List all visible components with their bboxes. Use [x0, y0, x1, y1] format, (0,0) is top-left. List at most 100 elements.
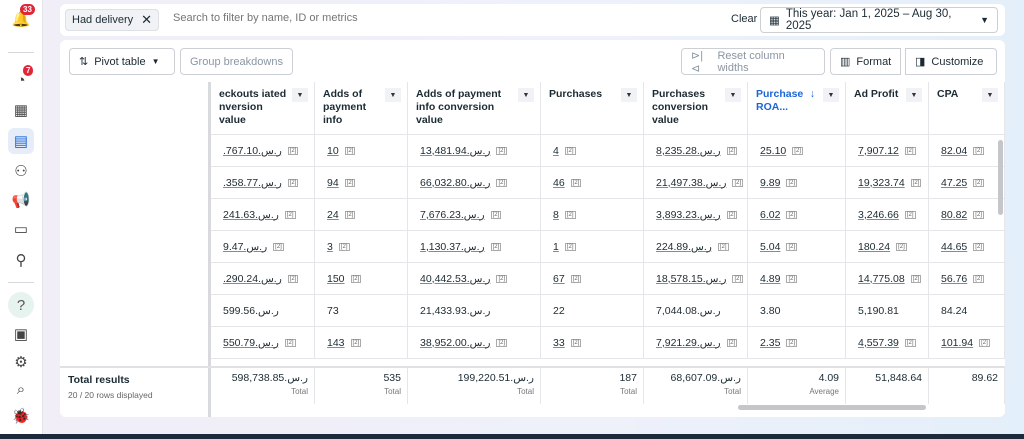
reference-icon[interactable]: [2] — [973, 178, 984, 187]
alerts-icon[interactable]: ◔ 7 — [8, 65, 34, 93]
column-menu-chevron-icon[interactable]: ▼ — [982, 88, 998, 102]
cell-value[interactable]: .767.10.ر.س — [223, 144, 282, 157]
reference-icon[interactable]: [2] — [732, 178, 744, 187]
notifications-icon[interactable]: 🔔 33 — [8, 4, 35, 32]
reference-icon[interactable]: [2] — [786, 242, 798, 251]
network-icon[interactable]: ⚲ — [15, 252, 27, 269]
reference-icon[interactable]: [2] — [717, 242, 729, 251]
cell-value[interactable]: 6.02 — [760, 208, 781, 221]
cell-value[interactable]: 21,497.38.ر.س — [656, 176, 727, 189]
cell-value[interactable]: 4 — [553, 144, 559, 157]
search-input[interactable] — [173, 12, 573, 24]
reference-icon[interactable]: [2] — [570, 274, 582, 283]
reference-icon[interactable]: [2] — [344, 178, 356, 187]
cell-value[interactable]: 5.04 — [760, 240, 781, 253]
cell-value[interactable]: 94 — [327, 176, 339, 189]
reference-icon[interactable]: [2] — [273, 242, 284, 251]
column-header[interactable]: eckouts iated nversion value ▼ — [211, 82, 315, 135]
reference-icon[interactable]: [2] — [284, 338, 296, 347]
reference-icon[interactable]: [2] — [786, 210, 798, 219]
cell-value[interactable]: 1 — [553, 240, 559, 253]
column-menu-chevron-icon[interactable]: ▼ — [385, 88, 401, 102]
cell-value[interactable]: 19,323.74 — [858, 176, 905, 189]
reference-icon[interactable]: [2] — [904, 338, 916, 347]
column-header[interactable]: CPA ▼ — [929, 82, 1005, 135]
sort-arrow-icon[interactable]: ↓ — [809, 88, 815, 100]
reference-icon[interactable]: [2] — [786, 338, 798, 347]
reference-icon[interactable]: [2] — [973, 146, 984, 155]
column-menu-chevron-icon[interactable]: ▼ — [292, 88, 308, 102]
reference-icon[interactable]: [2] — [904, 146, 916, 155]
reference-icon[interactable]: [2] — [496, 178, 508, 187]
cell-value[interactable]: 24 — [327, 208, 339, 221]
audiences-icon[interactable]: ⚇ — [14, 163, 28, 180]
close-icon[interactable]: ✕ — [141, 12, 153, 27]
cell-value[interactable]: 67 — [553, 272, 565, 285]
cell-value[interactable]: 143 — [327, 336, 345, 349]
column-header[interactable]: Purchase ROA... ↓ ▼ — [748, 82, 846, 135]
billing-card-icon[interactable]: ▭ — [13, 221, 29, 238]
reference-icon[interactable]: [2] — [564, 146, 576, 155]
cell-value[interactable]: .358.77.ر.س — [223, 176, 282, 189]
cell-value[interactable]: 82.04 — [941, 144, 968, 157]
cell-value[interactable]: 8 — [553, 208, 559, 221]
column-header[interactable]: Purchases ▼ — [541, 82, 644, 135]
cell-value[interactable]: 101.94 — [941, 336, 974, 349]
clear-button[interactable]: Clear — [731, 13, 758, 25]
date-range-picker[interactable]: ▦ This year: Jan 1, 2025 – Aug 30, 2025 ▼ — [760, 7, 998, 33]
cell-value[interactable]: 66,032.80.ر.س — [420, 176, 491, 189]
reference-icon[interactable]: [2] — [570, 338, 582, 347]
reference-icon[interactable]: [2] — [910, 274, 922, 283]
cell-value[interactable]: 3,893.23.ر.س — [656, 208, 721, 221]
cell-value[interactable]: 224.89.ر.س — [656, 240, 712, 253]
column-menu-chevron-icon[interactable]: ▼ — [823, 88, 839, 102]
megaphone-icon[interactable]: 📢 — [11, 192, 31, 209]
cell-value[interactable]: 44.65 — [941, 240, 968, 253]
cell-value[interactable]: 14,775.08 — [858, 272, 905, 285]
vertical-scrollbar[interactable] — [998, 140, 1003, 215]
cell-value[interactable]: 2.35 — [760, 336, 781, 349]
cell-value[interactable]: 13,481.94.ر.س — [420, 144, 491, 157]
cell-value[interactable]: 7,676.23.ر.س — [420, 208, 485, 221]
column-header[interactable]: Purchases conversion value ▼ — [644, 82, 748, 135]
format-button[interactable]: ▥ Format — [830, 48, 902, 75]
news-icon[interactable]: ▣ — [13, 326, 29, 343]
reference-icon[interactable]: [2] — [726, 338, 738, 347]
cell-value[interactable]: 10 — [327, 144, 339, 157]
cell-value[interactable]: 80.82 — [941, 208, 968, 221]
column-header[interactable]: Ad Profit ▼ — [846, 82, 929, 135]
cell-value[interactable]: 25.10 — [760, 144, 787, 157]
search-icon[interactable]: ⌕ — [16, 380, 26, 398]
reference-icon[interactable]: [2] — [344, 146, 356, 155]
cell-value[interactable]: 4,557.39 — [858, 336, 899, 349]
reference-icon[interactable]: [2] — [904, 210, 916, 219]
cell-value[interactable]: 7,907.12 — [858, 144, 899, 157]
reference-icon[interactable]: [2] — [496, 146, 508, 155]
cell-value[interactable]: 3 — [327, 240, 333, 253]
column-menu-chevron-icon[interactable]: ▼ — [906, 88, 922, 102]
column-menu-chevron-icon[interactable]: ▼ — [518, 88, 534, 102]
reference-icon[interactable]: [2] — [287, 178, 299, 187]
reference-icon[interactable]: [2] — [284, 210, 296, 219]
column-menu-chevron-icon[interactable]: ▼ — [725, 88, 741, 102]
cell-value[interactable]: 33 — [553, 336, 565, 349]
reference-icon[interactable]: [2] — [570, 178, 582, 187]
reference-icon[interactable]: [2] — [287, 146, 299, 155]
reference-icon[interactable]: [2] — [896, 242, 907, 251]
cell-value[interactable]: 7,921.29.ر.س — [656, 336, 721, 349]
reference-icon[interactable]: [2] — [564, 242, 576, 251]
reference-icon[interactable]: [2] — [726, 210, 738, 219]
table-icon[interactable]: ▦ — [13, 102, 29, 119]
gear-icon[interactable]: ⚙ — [14, 354, 28, 371]
reference-icon[interactable]: [2] — [973, 274, 984, 283]
reference-icon[interactable]: [2] — [287, 274, 299, 283]
reference-icon[interactable]: [2] — [786, 274, 798, 283]
cell-value[interactable]: 9.89 — [760, 176, 781, 189]
cell-value[interactable]: 18,578.15.ر.س — [656, 272, 727, 285]
cell-value[interactable]: 4.89 — [760, 272, 781, 285]
cell-value[interactable]: 9.47.ر.س — [223, 240, 268, 253]
reference-icon[interactable]: [2] — [973, 210, 984, 219]
cell-value[interactable]: 47.25 — [941, 176, 968, 189]
reference-icon[interactable]: [2] — [910, 178, 922, 187]
reference-icon[interactable]: [2] — [979, 338, 990, 347]
